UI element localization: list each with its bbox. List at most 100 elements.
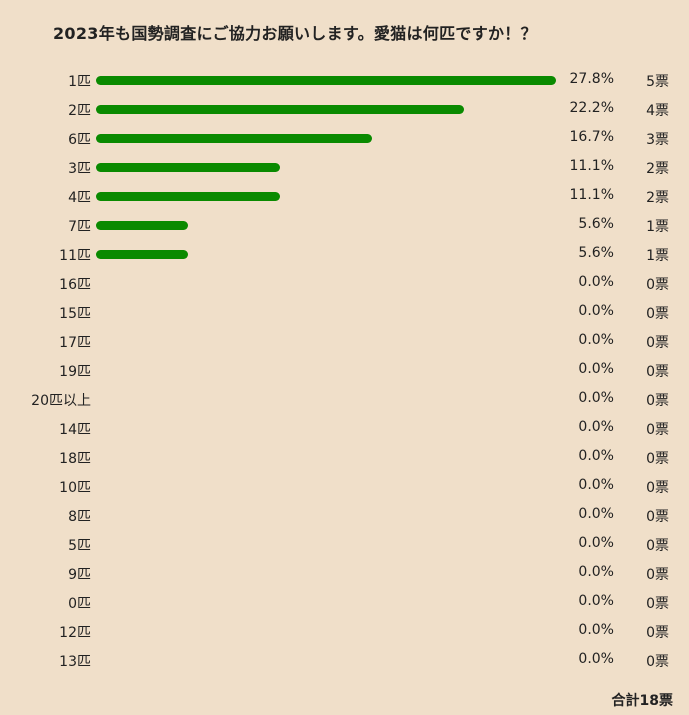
bar-row: 2匹 22.2% 4票: [0, 95, 689, 124]
bar-track: [96, 105, 556, 114]
bar-row: 1匹 27.8% 5票: [0, 66, 689, 95]
bar-row: 12匹 0.0% 0票: [0, 617, 689, 646]
vote-count-label: 0票: [646, 625, 669, 641]
bar-row: 5匹 0.0% 0票: [0, 530, 689, 559]
bar-track: [96, 424, 556, 433]
category-label: 11匹: [59, 248, 91, 264]
vote-count-label: 0票: [646, 654, 669, 670]
vote-count-label: 2票: [646, 161, 669, 177]
bar-row: 0匹 0.0% 0票: [0, 588, 689, 617]
percent-label: 5.6%: [578, 245, 614, 261]
percent-label: 0.0%: [578, 419, 614, 435]
total-votes: 合計18票: [611, 693, 673, 709]
percent-label: 0.0%: [578, 361, 614, 377]
bar-track: [96, 192, 556, 201]
chart-title: 2023年も国勢調査にご協力お願いします。愛猫は何匹ですか！？: [53, 24, 537, 43]
bar-track: [96, 76, 556, 85]
bar-row: 7匹 5.6% 1票: [0, 211, 689, 240]
vote-count-label: 0票: [646, 422, 669, 438]
category-label: 7匹: [68, 219, 91, 235]
percent-label: 16.7%: [569, 129, 614, 145]
vote-count-label: 0票: [646, 596, 669, 612]
bar-row: 19匹 0.0% 0票: [0, 356, 689, 385]
bar: [96, 134, 372, 143]
bar-row: 16匹 0.0% 0票: [0, 269, 689, 298]
category-label: 6匹: [68, 132, 91, 148]
bar-track: [96, 511, 556, 520]
bar: [96, 221, 188, 230]
bar-track: [96, 482, 556, 491]
bar-row: 10匹 0.0% 0票: [0, 472, 689, 501]
category-label: 14匹: [59, 422, 91, 438]
category-label: 8匹: [68, 509, 91, 525]
percent-label: 11.1%: [569, 187, 614, 203]
bar-row: 11匹 5.6% 1票: [0, 240, 689, 269]
bar-track: [96, 569, 556, 578]
category-label: 2匹: [68, 103, 91, 119]
vote-count-label: 1票: [646, 219, 669, 235]
bar-track: [96, 163, 556, 172]
percent-label: 0.0%: [578, 651, 614, 667]
bar-row: 9匹 0.0% 0票: [0, 559, 689, 588]
category-label: 15匹: [59, 306, 91, 322]
percent-label: 0.0%: [578, 303, 614, 319]
vote-count-label: 1票: [646, 248, 669, 264]
bar: [96, 192, 280, 201]
vote-count-label: 2票: [646, 190, 669, 206]
percent-label: 22.2%: [569, 100, 614, 116]
bar-row: 8匹 0.0% 0票: [0, 501, 689, 530]
bar-track: [96, 134, 556, 143]
bar-row: 6匹 16.7% 3票: [0, 124, 689, 153]
bar-track: [96, 337, 556, 346]
vote-count-label: 0票: [646, 306, 669, 322]
bar-row: 14匹 0.0% 0票: [0, 414, 689, 443]
bar-row: 18匹 0.0% 0票: [0, 443, 689, 472]
vote-count-label: 0票: [646, 567, 669, 583]
bar-track: [96, 366, 556, 375]
percent-label: 0.0%: [578, 274, 614, 290]
vote-count-label: 4票: [646, 103, 669, 119]
bar-row: 20匹以上 0.0% 0票: [0, 385, 689, 414]
bar-track: [96, 453, 556, 462]
vote-count-label: 0票: [646, 335, 669, 351]
percent-label: 0.0%: [578, 448, 614, 464]
percent-label: 27.8%: [569, 71, 614, 87]
category-label: 0匹: [68, 596, 91, 612]
category-label: 17匹: [59, 335, 91, 351]
bar: [96, 105, 464, 114]
bar-track: [96, 540, 556, 549]
category-label: 3匹: [68, 161, 91, 177]
vote-count-label: 5票: [646, 74, 669, 90]
category-label: 4匹: [68, 190, 91, 206]
bar: [96, 250, 188, 259]
vote-count-label: 0票: [646, 393, 669, 409]
percent-label: 0.0%: [578, 535, 614, 551]
bar: [96, 76, 556, 85]
percent-label: 0.0%: [578, 564, 614, 580]
percent-label: 0.0%: [578, 506, 614, 522]
bar-row: 3匹 11.1% 2票: [0, 153, 689, 182]
bar-row: 15匹 0.0% 0票: [0, 298, 689, 327]
category-label: 13匹: [59, 654, 91, 670]
bar-track: [96, 279, 556, 288]
bar-track: [96, 627, 556, 636]
category-label: 20匹以上: [31, 393, 91, 409]
bar-row: 13匹 0.0% 0票: [0, 646, 689, 675]
percent-label: 5.6%: [578, 216, 614, 232]
bar-row: 4匹 11.1% 2票: [0, 182, 689, 211]
bar-track: [96, 395, 556, 404]
vote-count-label: 0票: [646, 538, 669, 554]
percent-label: 0.0%: [578, 477, 614, 493]
vote-count-label: 0票: [646, 480, 669, 496]
bar-track: [96, 308, 556, 317]
percent-label: 0.0%: [578, 593, 614, 609]
vote-count-label: 0票: [646, 277, 669, 293]
vote-count-label: 3票: [646, 132, 669, 148]
bar-track: [96, 221, 556, 230]
percent-label: 0.0%: [578, 622, 614, 638]
bar-track: [96, 250, 556, 259]
bar-chart-rows: 1匹 27.8% 5票 2匹 22.2% 4票 6匹 16.7% 3票 3匹 11.1% 2票 4匹 11…: [0, 66, 689, 675]
vote-count-label: 0票: [646, 509, 669, 525]
percent-label: 0.0%: [578, 332, 614, 348]
percent-label: 11.1%: [569, 158, 614, 174]
